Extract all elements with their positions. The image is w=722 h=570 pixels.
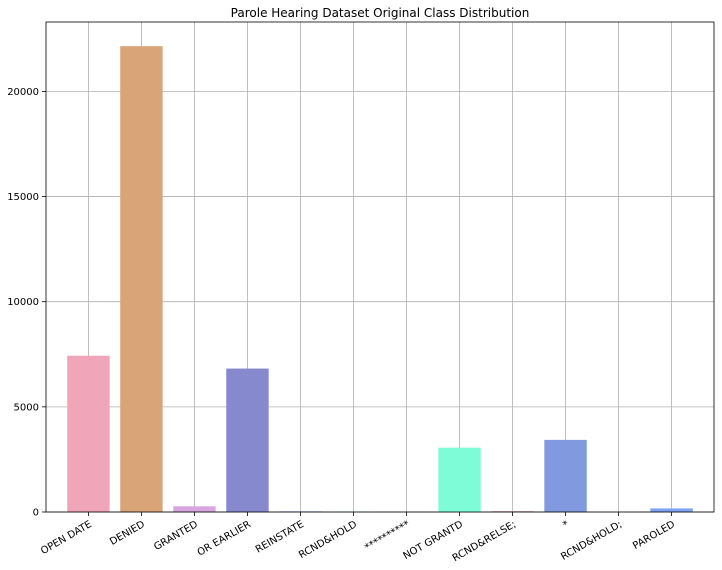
x-tick-label: RCND&HOLD	[297, 519, 359, 561]
axis-layer: 0 5000 10000 15000 20000 OPEN DATE DENIED GRANT…	[7, 21, 715, 564]
y-tick-label: 10000	[7, 297, 39, 308]
x-tick-label: OPEN DATE	[39, 519, 94, 557]
bar	[226, 368, 269, 512]
x-tick-label: PAROLED	[631, 519, 677, 552]
y-tick-label: 20000	[7, 87, 39, 98]
bar	[120, 46, 163, 513]
y-tick-label: 0	[33, 508, 39, 519]
y-tick-label: 5000	[14, 402, 39, 413]
bar	[650, 508, 693, 512]
bar	[544, 439, 587, 512]
bar-layer	[67, 46, 693, 513]
y-tick-label: 15000	[7, 192, 39, 203]
grid-layer	[46, 22, 714, 513]
bar	[491, 511, 534, 512]
chart-title: Parole Hearing Dataset Original Class Di…	[231, 6, 530, 20]
x-tick-label: **********	[363, 519, 412, 554]
x-tick-label: DENIED	[108, 519, 147, 548]
bar	[438, 447, 481, 512]
bar	[67, 355, 110, 512]
x-tick-label: *	[561, 519, 571, 531]
x-tick-label: GRANTED	[152, 519, 200, 553]
bar	[173, 506, 216, 512]
plot-frame	[45, 21, 715, 513]
x-tick-label: OR EARLIER	[196, 519, 253, 558]
